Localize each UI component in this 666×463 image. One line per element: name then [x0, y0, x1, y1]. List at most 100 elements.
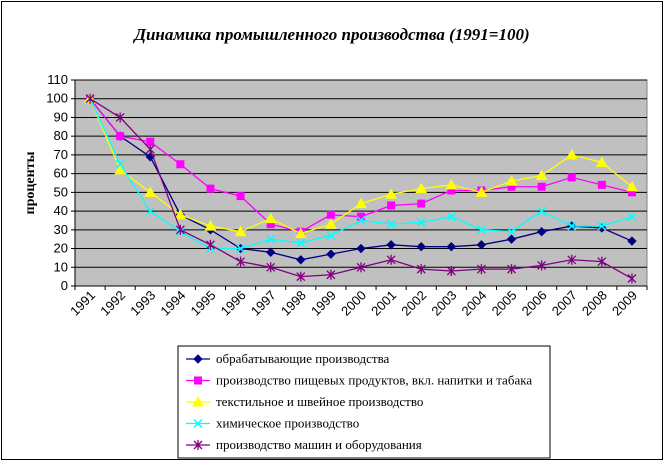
data-point [385, 188, 397, 199]
data-point [175, 224, 185, 235]
data-point [535, 169, 548, 181]
data-point [204, 220, 217, 231]
data-point [386, 240, 396, 250]
data-point [627, 212, 637, 222]
data-point [476, 225, 486, 235]
data-point [145, 206, 155, 216]
y-tick-label: 40 [54, 203, 68, 218]
data-point [567, 173, 576, 182]
series-5 [85, 93, 637, 284]
data-point [206, 184, 215, 193]
legend-item: производство машин и оборудования [186, 437, 422, 452]
data-point [144, 186, 157, 197]
x-tick-label: 2000 [338, 288, 369, 319]
x-tick-label: 1993 [127, 288, 158, 319]
x-tick-label: 2008 [579, 288, 610, 319]
data-point [416, 217, 426, 227]
data-point [115, 112, 125, 123]
data-point [507, 264, 516, 275]
legend-item: обрабатывающие производства [186, 351, 390, 366]
data-point [145, 144, 155, 155]
data-point [476, 264, 486, 275]
legend-marker [192, 395, 204, 407]
data-point [446, 212, 456, 222]
data-point [236, 244, 246, 254]
legend-label: производство машин и оборудования [216, 437, 422, 452]
legend-box [177, 345, 551, 459]
legend-item: текстильное и швейное производство [186, 394, 423, 409]
y-tick-label: 80 [54, 128, 68, 143]
x-tick-label: 1992 [97, 288, 128, 319]
x-tick-label: 1996 [218, 288, 249, 319]
legend: обрабатывающие производства производство … [177, 345, 551, 459]
data-point [387, 201, 396, 210]
x-tick-label: 1991 [67, 288, 98, 319]
data-point [505, 175, 518, 186]
data-point [386, 219, 396, 229]
legend-item: производство пищевых продуктов, вкл. нап… [186, 373, 532, 388]
y-tick-label: 10 [54, 259, 68, 274]
x-tick-label: 2007 [549, 288, 580, 319]
data-point [296, 271, 306, 282]
x-tick-label: 2002 [398, 288, 429, 319]
data-point [416, 264, 426, 275]
data-point [446, 241, 457, 252]
data-point [626, 180, 638, 192]
legend-marker [193, 440, 203, 450]
data-point [294, 227, 307, 239]
data-point [446, 266, 456, 277]
data-point [326, 230, 336, 240]
data-point [356, 215, 366, 225]
x-tick-label: 2005 [489, 288, 520, 319]
legend-label: текстильное и швейное производство [216, 394, 423, 409]
data-point [115, 159, 125, 169]
data-point [567, 221, 577, 231]
data-point [627, 236, 637, 246]
data-point [356, 243, 366, 254]
x-tick-label: 2001 [368, 288, 399, 319]
data-point [176, 160, 185, 169]
legend-marker [194, 376, 202, 385]
data-point [416, 241, 426, 252]
data-point [296, 255, 306, 265]
data-point [595, 156, 608, 167]
y-tick-label: 60 [54, 166, 68, 181]
y-tick-label: 100 [46, 91, 68, 106]
x-tick-label: 2009 [609, 288, 640, 319]
data-point [326, 249, 336, 259]
data-point [296, 238, 306, 248]
data-point [236, 256, 246, 267]
data-point [506, 227, 517, 237]
legend-marker [193, 354, 203, 364]
data-point [565, 148, 578, 160]
data-point [415, 182, 428, 194]
x-tick-label: 1998 [278, 288, 309, 319]
data-point [597, 180, 606, 189]
data-point [506, 234, 517, 244]
data-point [356, 262, 366, 273]
data-point [85, 93, 95, 104]
data-point [386, 254, 396, 265]
data-point [475, 186, 488, 197]
legend-marker [193, 418, 203, 429]
data-point [265, 247, 276, 257]
data-point [537, 182, 546, 191]
data-point [206, 239, 215, 250]
data-point [417, 199, 426, 208]
data-point [266, 262, 276, 273]
y-tick-label: 50 [54, 184, 68, 199]
y-tick-label: 20 [54, 241, 68, 256]
data-point [114, 163, 127, 175]
y-axis-label: проценты [23, 151, 38, 214]
y-tick-label: 90 [54, 109, 68, 124]
plot-background [74, 79, 648, 287]
legend-label: обрабатывающие производства [216, 351, 390, 366]
data-point [597, 221, 607, 231]
data-point [146, 137, 155, 146]
x-tick-label: 2003 [428, 288, 459, 319]
data-point [445, 178, 458, 190]
data-point [326, 210, 335, 219]
